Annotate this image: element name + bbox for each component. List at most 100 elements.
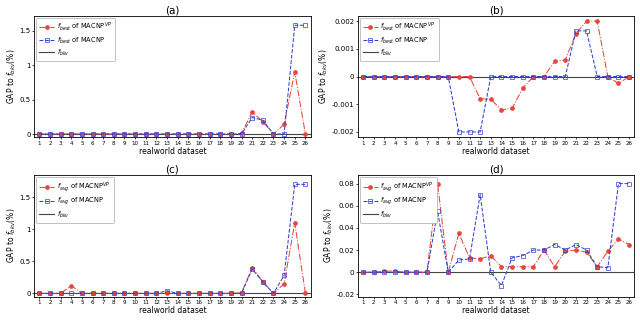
$f_{avg}$ of MACNP$^{VP}$ [381,269,388,273]
$f_{best}$ of MACNP [455,130,463,134]
$f_{avg}$ of MACNP [434,209,442,213]
$f_{best}$ of MACNP$^{VP}$ [46,132,54,136]
$f_{best}$ of MACNP [67,132,75,136]
$f_{avg}$ of MACNP$^{VP}$ [89,291,97,295]
$f_{avg}$ of MACNP [163,289,171,293]
$f_{avg}$ of MACNP [402,270,410,274]
$f_{avg}$ of MACNP$^{VP}$ [142,291,150,295]
$f_{best}$ of MACNP [174,132,182,136]
$f_{best}$ of MACNP$^{VP}$ [625,74,633,78]
$f_{best}$ of MACNP$^{VP}$ [434,74,442,78]
$f_{avg}$ of MACNP$^{VP}$ [237,291,245,295]
Line: $f_{best}$ of MACNP: $f_{best}$ of MACNP [361,29,631,134]
$f_{bkv}$ [359,74,367,78]
$f_{avg}$ of MACNP$^{VP}$ [497,265,505,269]
$f_{avg}$ of MACNP [529,248,537,252]
$f_{avg}$ of MACNP$^{VP}$ [36,291,44,295]
$f_{best}$ of MACNP$^{VP}$ [216,132,224,136]
Line: $f_{avg}$ of MACNP: $f_{avg}$ of MACNP [361,182,631,287]
$f_{best}$ of MACNP [370,74,378,78]
$f_{best}$ of MACNP$^{VP}$ [301,132,309,136]
$f_{avg}$ of MACNP$^{VP}$ [291,221,299,225]
Y-axis label: GAP to $f_{bkv}$(%): GAP to $f_{bkv}$(%) [6,208,18,263]
$f_{best}$ of MACNP$^{VP}$ [110,132,118,136]
$f_{avg}$ of MACNP$^{VP}$ [614,237,622,241]
$f_{avg}$ of MACNP [359,270,367,274]
Y-axis label: GAP to $f_{bkv}$(%): GAP to $f_{bkv}$(%) [6,49,18,104]
Line: $f_{best}$ of MACNP$^{VP}$: $f_{best}$ of MACNP$^{VP}$ [37,70,307,136]
$f_{avg}$ of MACNP$^{VP}$ [476,257,484,261]
$f_{best}$ of MACNP$^{VP}$ [381,74,388,78]
$f_{avg}$ of MACNP$^{VP}$ [46,291,54,295]
$f_{best}$ of MACNP$^{VP}$ [561,58,569,62]
$f_{best}$ of MACNP$^{VP}$ [423,74,431,78]
$f_{best}$ of MACNP$^{VP}$ [582,19,590,23]
$f_{best}$ of MACNP$^{VP}$ [370,74,378,78]
$f_{best}$ of MACNP$^{VP}$ [195,132,203,136]
$f_{best}$ of MACNP$^{VP}$ [121,132,129,136]
$f_{avg}$ of MACNP$^{VP}$ [57,291,65,295]
$f_{best}$ of MACNP [593,74,601,78]
Legend: $f_{avg}$ of MACNP$^{VP}$, $f_{avg}$ of MACNP, $f_{bkv}$: $f_{avg}$ of MACNP$^{VP}$, $f_{avg}$ of … [360,177,437,223]
$f_{best}$ of MACNP$^{VP}$ [280,123,288,126]
$f_{best}$ of MACNP [280,132,288,136]
$f_{best}$ of MACNP$^{VP}$ [466,74,474,78]
$f_{best}$ of MACNP [434,74,442,78]
$f_{bkv}$ [25,132,33,136]
$f_{avg}$ of MACNP [291,182,299,186]
$f_{bkv}$ [349,74,356,78]
$f_{avg}$ of MACNP [46,291,54,295]
Line: $f_{avg}$ of MACNP$^{VP}$: $f_{avg}$ of MACNP$^{VP}$ [361,182,631,274]
$f_{avg}$ of MACNP [540,248,548,252]
$f_{avg}$ of MACNP [614,182,622,186]
$f_{best}$ of MACNP [184,132,192,136]
$f_{avg}$ of MACNP [423,270,431,274]
$f_{avg}$ of MACNP$^{VP}$ [131,291,139,295]
$f_{best}$ of MACNP [237,132,245,136]
$f_{avg}$ of MACNP [206,291,214,295]
$f_{best}$ of MACNP [301,23,309,27]
$f_{avg}$ of MACNP [582,248,590,252]
$f_{best}$ of MACNP$^{VP}$ [359,74,367,78]
$f_{avg}$ of MACNP$^{VP}$ [391,269,399,273]
$f_{avg}$ of MACNP [551,243,559,247]
$f_{avg}$ of MACNP [269,291,277,295]
$f_{best}$ of MACNP$^{VP}$ [614,82,622,85]
X-axis label: realworld dataset: realworld dataset [139,307,206,316]
$f_{avg}$ of MACNP$^{VP}$ [444,270,452,274]
$f_{avg}$ of MACNP$^{VP}$ [227,291,235,295]
$f_{best}$ of MACNP$^{VP}$ [604,74,612,78]
$f_{best}$ of MACNP [391,74,399,78]
$f_{avg}$ of MACNP$^{VP}$ [466,256,474,260]
$f_{avg}$ of MACNP [110,291,118,295]
$f_{best}$ of MACNP$^{VP}$ [174,132,182,136]
$f_{avg}$ of MACNP$^{VP}$ [604,249,612,253]
$f_{avg}$ of MACNP$^{VP}$ [423,270,431,274]
Line: $f_{best}$ of MACNP: $f_{best}$ of MACNP [37,23,307,136]
$f_{best}$ of MACNP [152,132,160,136]
$f_{avg}$ of MACNP [248,267,256,271]
$f_{best}$ of MACNP [551,74,559,78]
$f_{best}$ of MACNP [604,74,612,78]
Y-axis label: GAP to $f_{bkv}$(%): GAP to $f_{bkv}$(%) [323,208,335,263]
$f_{avg}$ of MACNP [57,291,65,295]
$f_{best}$ of MACNP [78,132,86,136]
$f_{best}$ of MACNP [131,132,139,136]
$f_{avg}$ of MACNP [227,291,235,295]
$f_{avg}$ of MACNP [604,266,612,270]
$f_{avg}$ of MACNP$^{VP}$ [412,270,420,274]
$f_{best}$ of MACNP$^{VP}$ [78,132,86,136]
$f_{avg}$ of MACNP [455,258,463,262]
Line: $f_{best}$ of MACNP$^{VP}$: $f_{best}$ of MACNP$^{VP}$ [361,19,631,112]
Title: (c): (c) [166,165,179,175]
$f_{avg}$ of MACNP$^{VP}$ [216,291,224,295]
$f_{best}$ of MACNP [614,74,622,78]
$f_{best}$ of MACNP [402,74,410,78]
$f_{avg}$ of MACNP [131,291,139,295]
$f_{best}$ of MACNP [381,74,388,78]
$f_{avg}$ of MACNP [370,270,378,274]
$f_{best}$ of MACNP$^{VP}$ [402,74,410,78]
$f_{avg}$ of MACNP [519,254,527,257]
X-axis label: realworld dataset: realworld dataset [139,147,206,156]
Legend: $f_{avg}$ of MACNP$^{VP}$, $f_{avg}$ of MACNP, $f_{bkv}$: $f_{avg}$ of MACNP$^{VP}$, $f_{avg}$ of … [36,177,113,223]
